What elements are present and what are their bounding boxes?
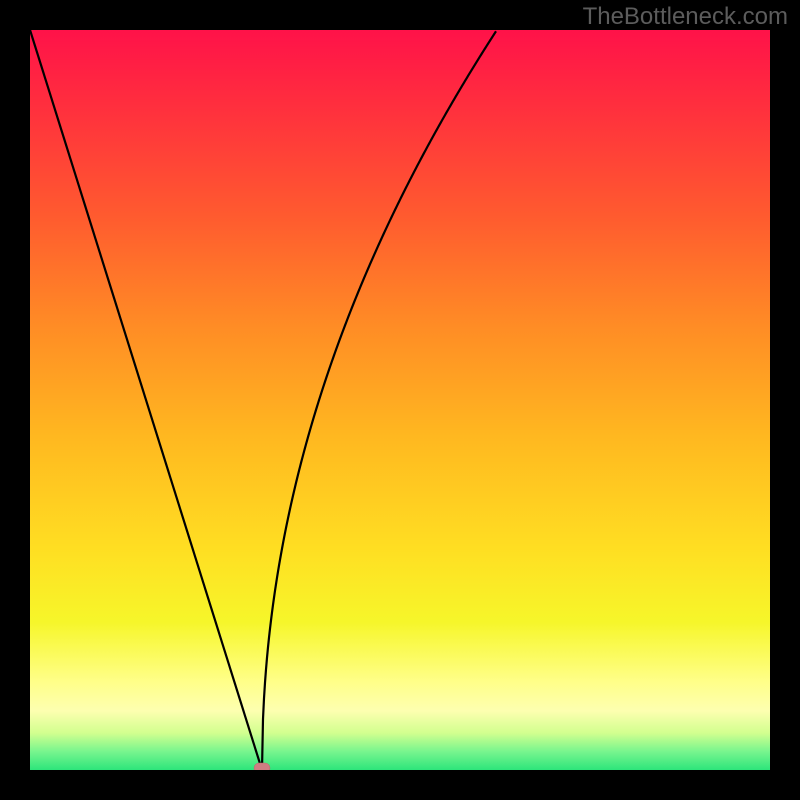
watermark-text: TheBottleneck.com: [583, 3, 788, 31]
plot-area: [30, 30, 770, 770]
bottleneck-curve: [30, 30, 496, 770]
curve-layer: [30, 30, 770, 770]
chart-frame: TheBottleneck.com: [0, 0, 800, 800]
min-marker: [254, 763, 270, 770]
